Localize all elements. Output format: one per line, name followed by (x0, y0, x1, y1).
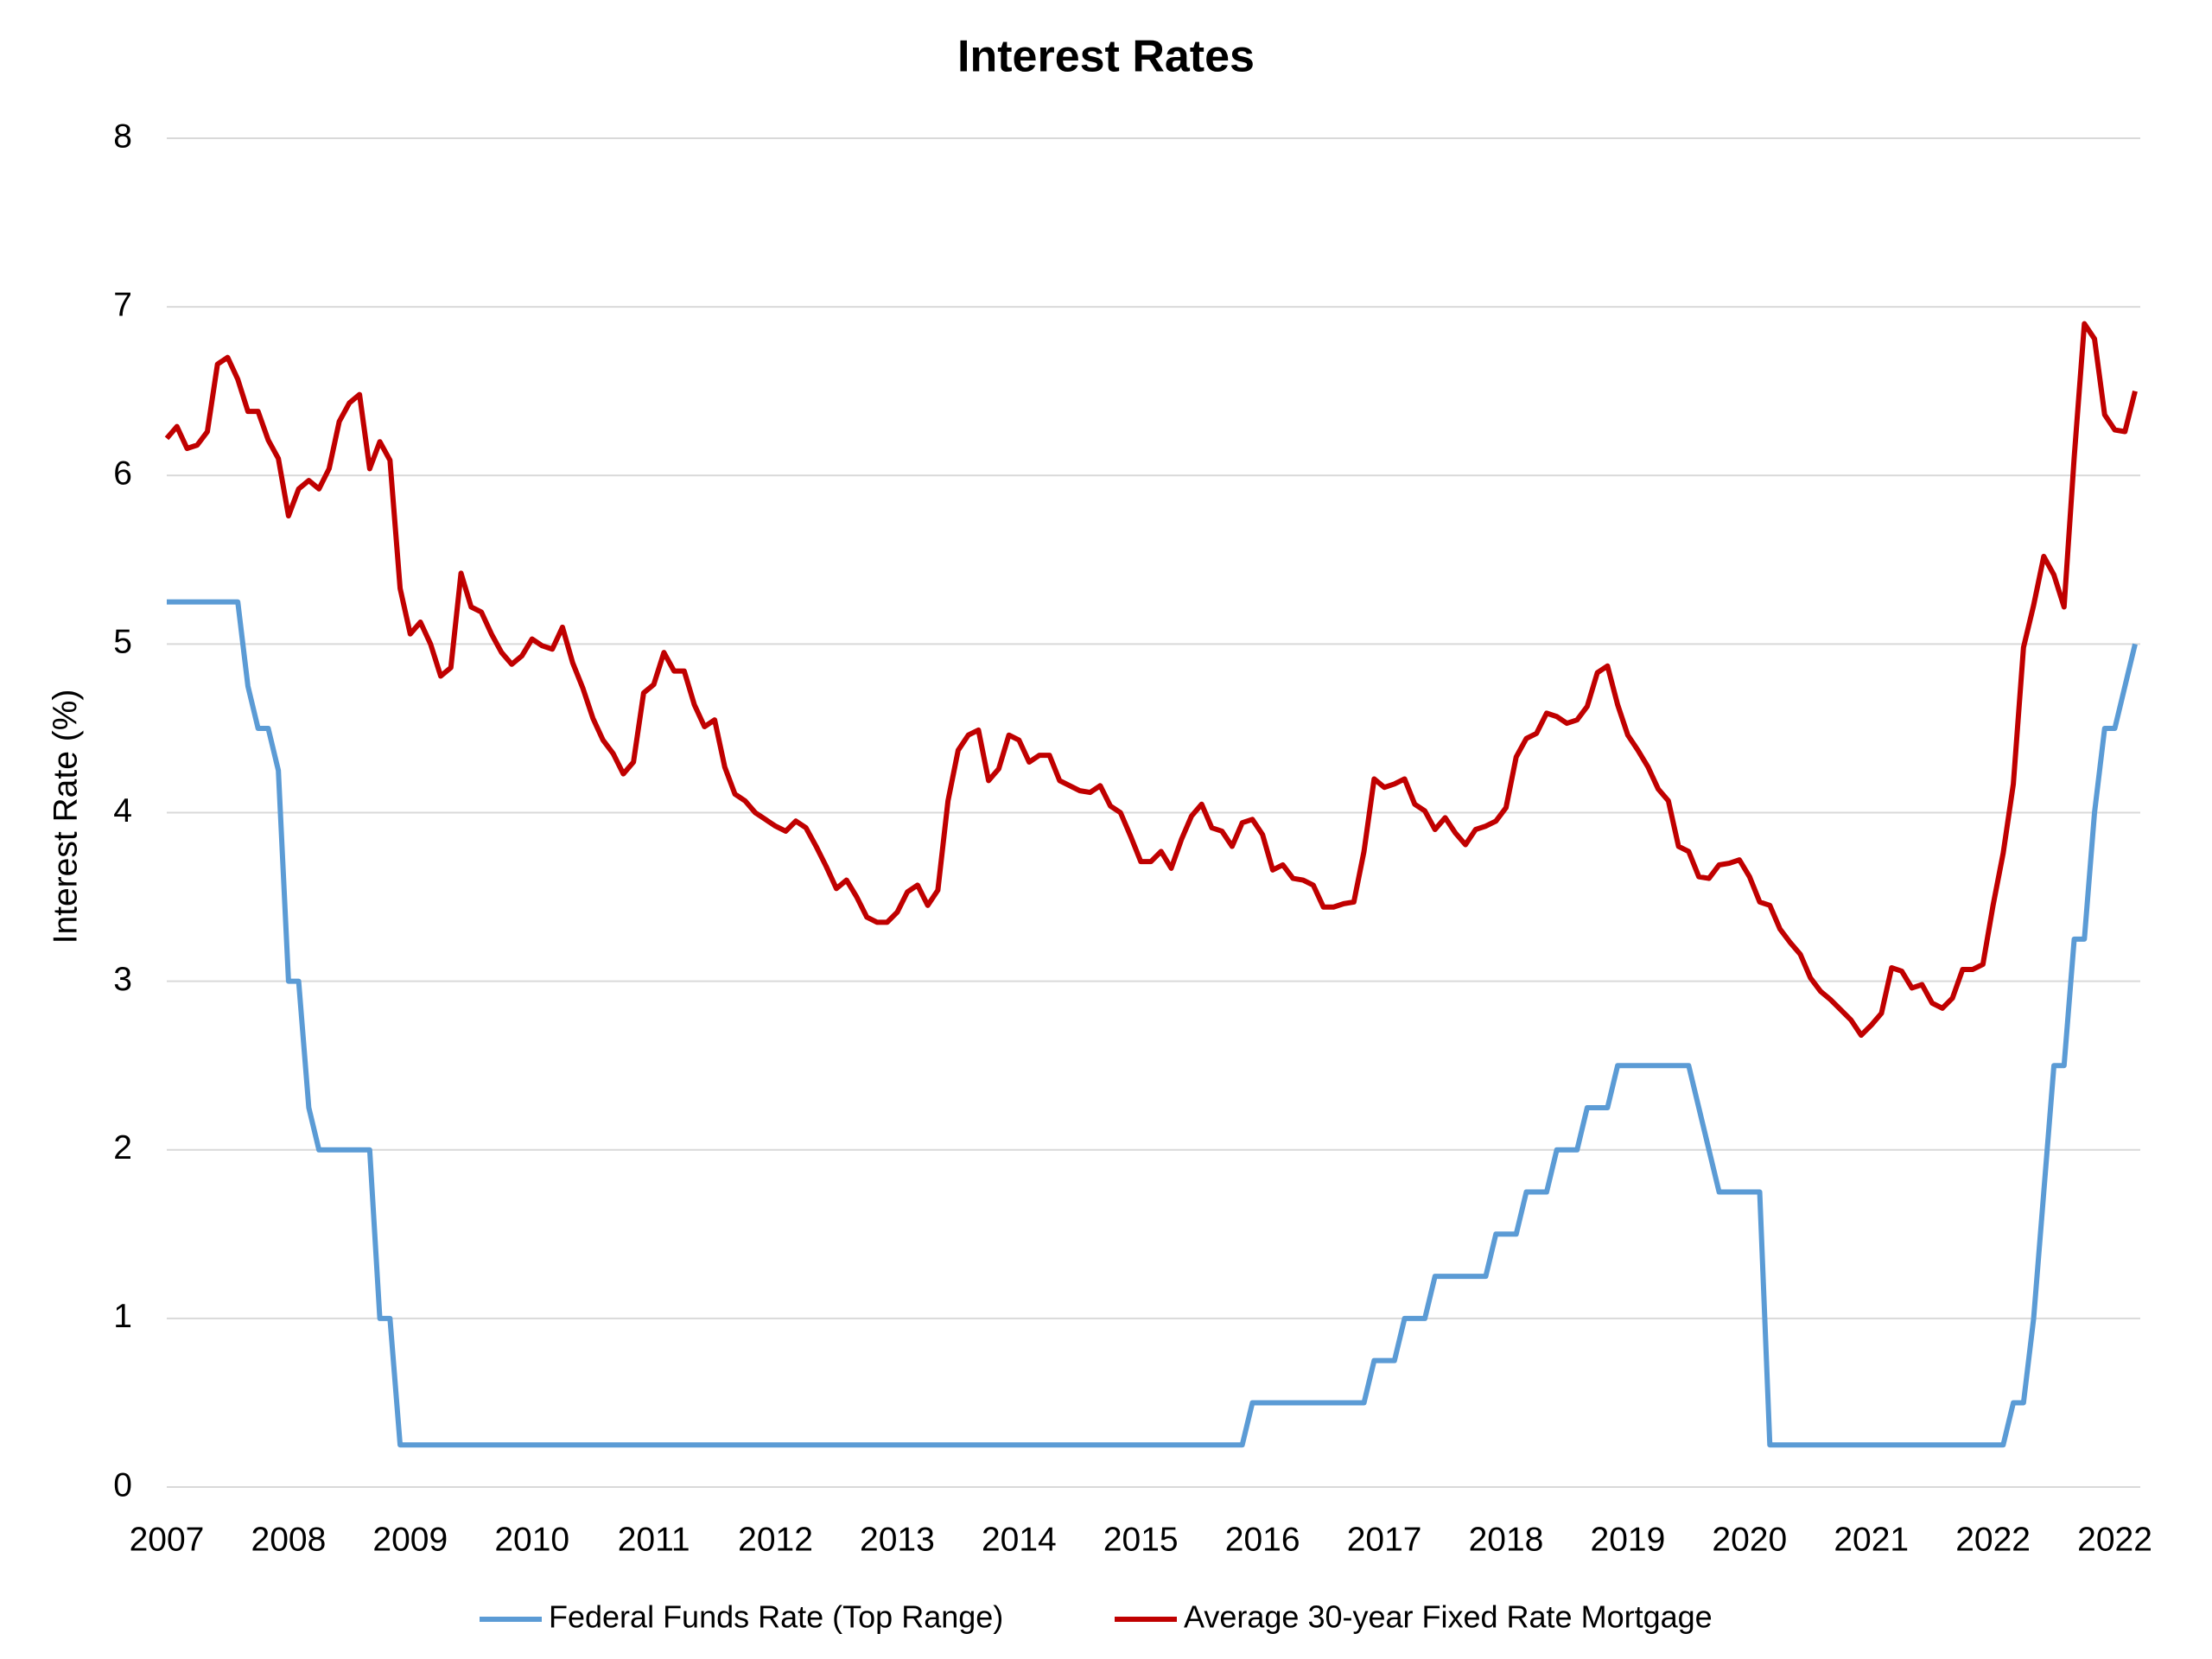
x-tick-label: 2015 (1103, 1521, 1179, 1558)
chart-title: Interest Rates (957, 32, 1255, 82)
legend-label: Average 30-year Fixed Rate Mortgage (1184, 1599, 1713, 1635)
y-tick-label: 0 (113, 1466, 132, 1503)
y-tick-label: 3 (113, 961, 132, 998)
x-tick-label: 2012 (738, 1521, 813, 1558)
data-line (164, 321, 2138, 1039)
x-tick-label: 2008 (251, 1521, 327, 1558)
x-tick-label: 2020 (1712, 1521, 1787, 1558)
y-axis-label: Interest Rate (%) (47, 690, 84, 944)
x-tick-label: 2010 (494, 1521, 569, 1558)
x-tick-label: 2021 (1834, 1521, 1909, 1558)
x-tick-label: 2022 (1955, 1521, 2031, 1558)
y-tick-label: 1 (113, 1298, 132, 1335)
x-tick-label: 2019 (1591, 1521, 1666, 1558)
data-line (167, 599, 2138, 1448)
y-tick-label: 2 (113, 1129, 132, 1166)
y-tick-label: 8 (113, 118, 132, 155)
x-tick-label: 2007 (130, 1521, 205, 1558)
x-tick-label: 2011 (618, 1521, 690, 1558)
x-tick-label: 2022 (2077, 1521, 2152, 1558)
x-tick-label: 2018 (1469, 1521, 1544, 1558)
y-tick-label: 5 (113, 624, 132, 661)
x-tick-label: 2013 (860, 1521, 935, 1558)
x-tick-label: 2009 (372, 1521, 448, 1558)
x-tick-label: 2017 (1347, 1521, 1422, 1558)
y-tick-label: 7 (113, 286, 132, 323)
legend-label: Federal Funds Rate (Top Range) (549, 1599, 1003, 1635)
y-tick-label: 4 (113, 792, 132, 830)
y-tick-label: 6 (113, 455, 132, 493)
x-tick-label: 2016 (1225, 1521, 1300, 1558)
x-tick-label: 2014 (982, 1521, 1057, 1558)
